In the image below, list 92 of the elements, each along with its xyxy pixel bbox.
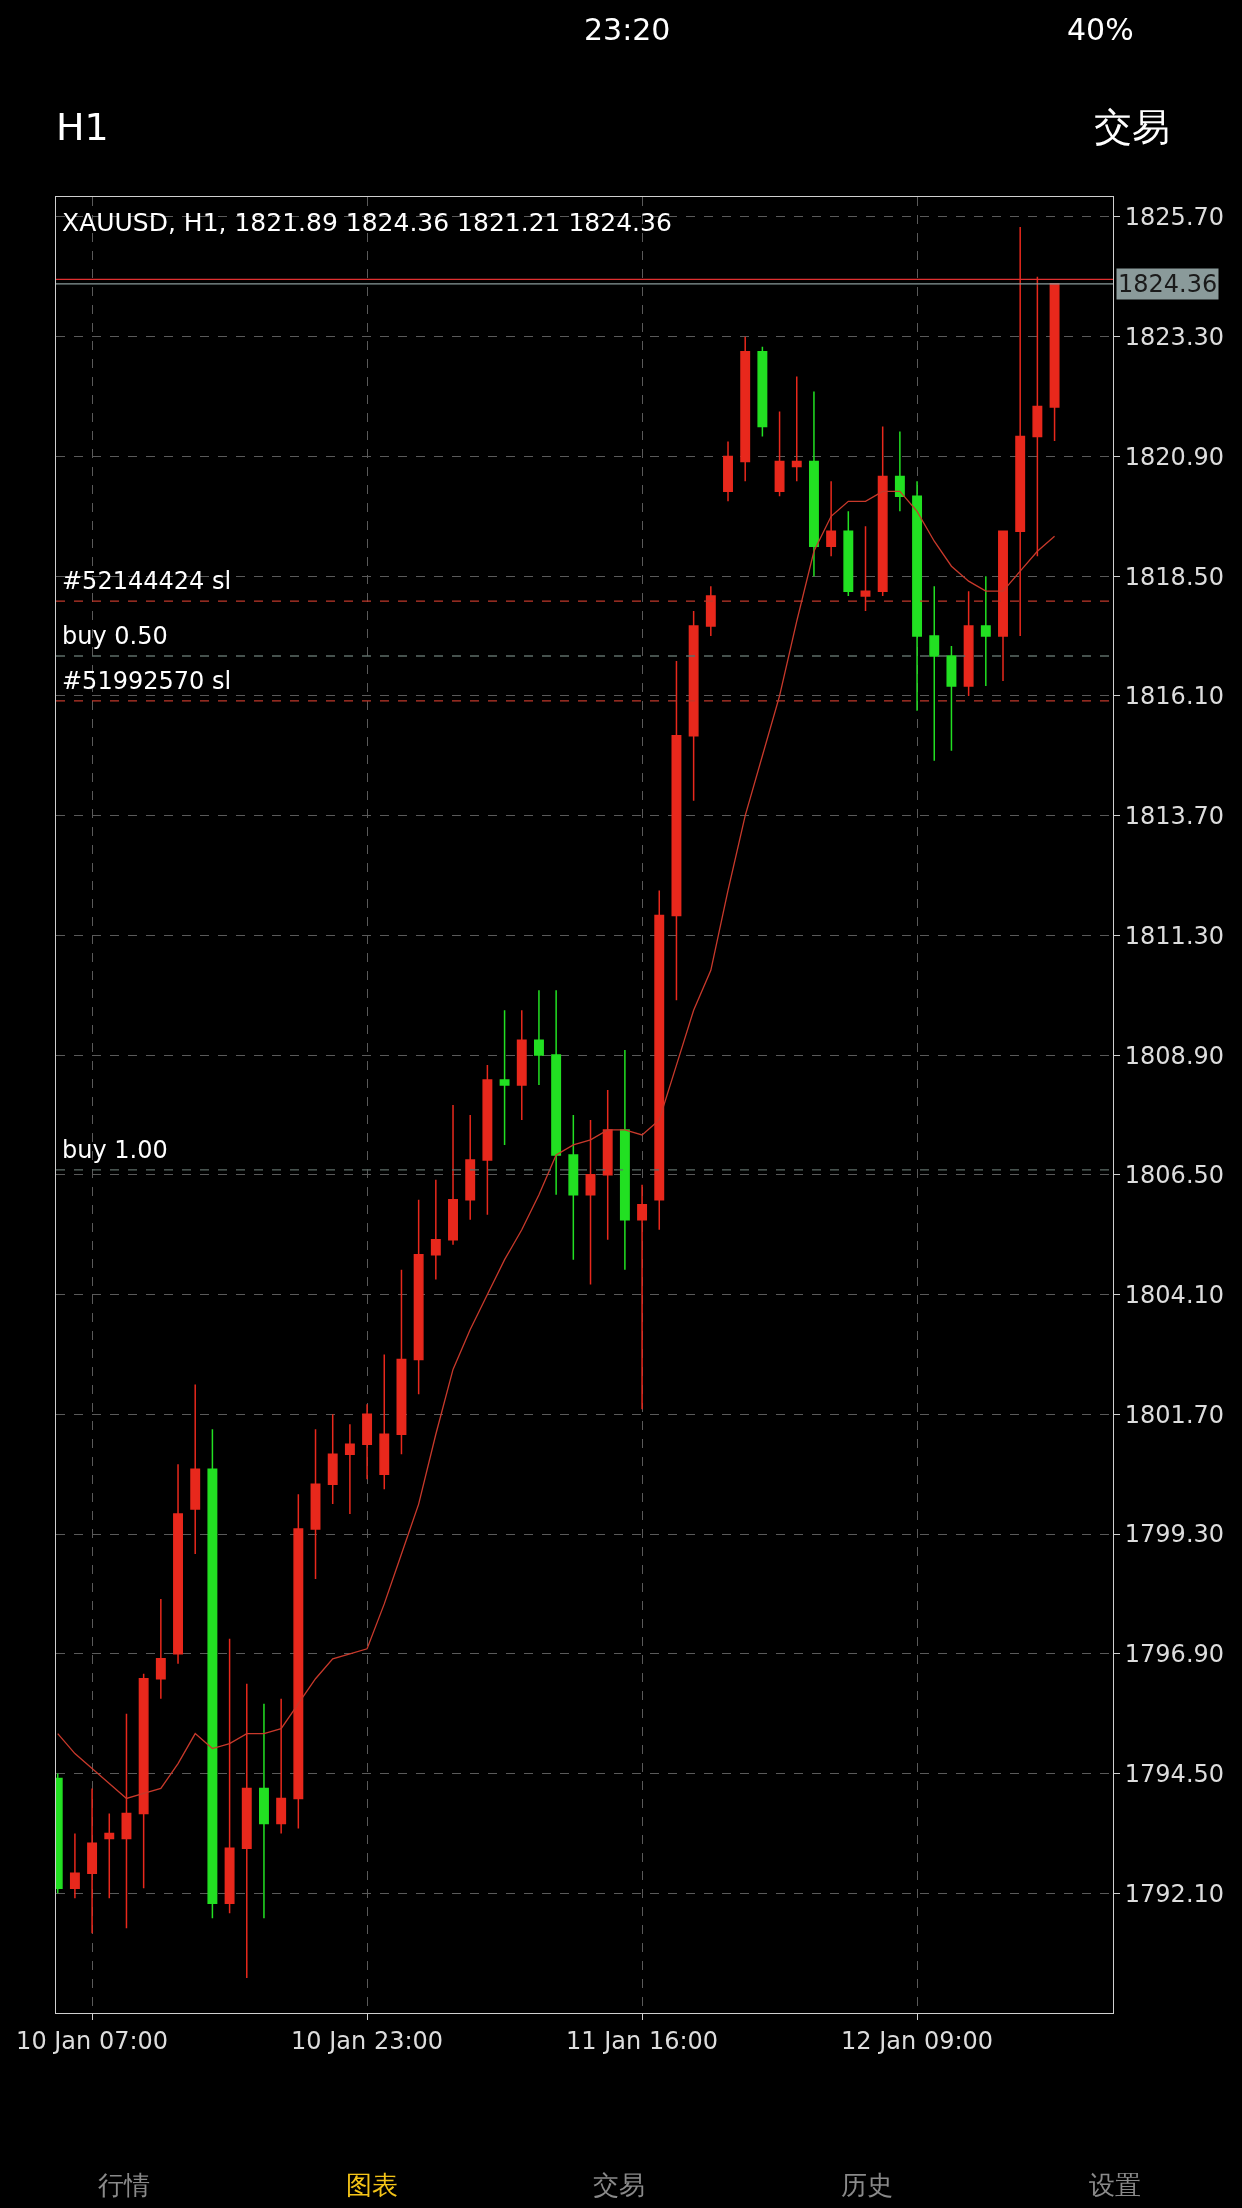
candlestick xyxy=(190,1383,201,1555)
text: 40% xyxy=(1067,12,1134,47)
x-tick-label: 12 Jan 09:00 xyxy=(841,2026,994,2055)
y-tick-label: 1796.90 xyxy=(1124,1640,1225,1669)
candlestick xyxy=(740,335,751,483)
candlestick xyxy=(482,1064,493,1216)
candlestick xyxy=(173,1463,183,1665)
candlestick xyxy=(843,510,854,597)
candlestick xyxy=(430,1179,441,1281)
candlestick xyxy=(224,1638,235,1914)
candlestick xyxy=(998,530,1008,682)
y-tick-label: 1811.30 xyxy=(1124,921,1225,950)
candlestick xyxy=(259,1702,269,1919)
candlestick xyxy=(980,575,991,687)
text: H1 xyxy=(56,105,109,149)
candlestick xyxy=(1015,226,1026,637)
candlestick xyxy=(396,1268,407,1455)
candlestick xyxy=(516,1009,527,1121)
candlestick xyxy=(946,645,957,752)
text: 23:20 xyxy=(584,12,671,47)
candlestick xyxy=(705,585,716,637)
candlestick xyxy=(602,1089,613,1241)
candlestick xyxy=(413,1199,424,1396)
text: 行情 xyxy=(98,2170,150,2200)
candlestick xyxy=(104,1812,115,1899)
text: 交易 xyxy=(593,2170,645,2200)
candlestick xyxy=(757,345,768,438)
candlestick xyxy=(963,590,974,697)
candlestick xyxy=(276,1697,287,1835)
candlestick xyxy=(465,1114,476,1221)
candlestick xyxy=(155,1598,166,1700)
candlestick xyxy=(87,1787,98,1934)
x-tick-label: 11 Jan 16:00 xyxy=(566,2026,719,2055)
text: 设置 xyxy=(1089,2170,1141,2200)
candlestick xyxy=(894,430,905,513)
candlestick xyxy=(912,480,923,712)
candlestick xyxy=(499,1009,510,1146)
candlestick xyxy=(241,1682,252,1979)
candlestick xyxy=(379,1353,390,1490)
candlestick xyxy=(929,585,940,762)
text: 交易 xyxy=(1094,105,1170,149)
candlestick xyxy=(723,440,733,503)
candlestick xyxy=(327,1413,338,1505)
y-tick-label: 1792.10 xyxy=(1124,1879,1225,1908)
candlestick xyxy=(310,1428,321,1580)
candlestick xyxy=(654,889,665,1231)
candlestick xyxy=(121,1712,132,1929)
y-tick-label: 1806.50 xyxy=(1124,1161,1225,1190)
candlestick xyxy=(448,1104,458,1246)
candlestick xyxy=(774,410,785,498)
ref-line-label: buy 0.50 xyxy=(62,622,168,650)
candlestick xyxy=(826,480,837,557)
ref-line-label: 1824.36 xyxy=(1118,270,1218,298)
text: XAUUSD, H1, 1821.89 1824.36 1821.21 1824.36 xyxy=(62,208,672,237)
candlestick xyxy=(619,1049,630,1271)
candlestick xyxy=(637,1184,648,1411)
candlestick xyxy=(671,660,682,1001)
ref-line-label: #52144424 sl xyxy=(62,567,232,595)
candlestick xyxy=(1032,276,1043,557)
candlestick xyxy=(568,1114,579,1261)
y-tick-label: 1799.30 xyxy=(1124,1520,1225,1549)
candlestick xyxy=(293,1493,304,1830)
text: 图表 xyxy=(346,2170,398,2200)
x-tick-label: 10 Jan 07:00 xyxy=(16,2026,169,2055)
candlestick xyxy=(808,390,819,577)
x-tick-label: 10 Jan 23:00 xyxy=(291,2026,444,2055)
ref-line-label: buy 1.00 xyxy=(62,1136,168,1164)
y-tick-label: 1823.30 xyxy=(1124,323,1225,352)
candlestick xyxy=(344,1423,355,1515)
candlestick xyxy=(207,1428,218,1919)
y-tick-label: 1804.10 xyxy=(1124,1280,1225,1309)
candlestick xyxy=(1049,283,1060,442)
candlestick xyxy=(533,989,544,1086)
text: 历史 xyxy=(841,2170,893,2200)
candlestick xyxy=(791,375,802,483)
candlestick xyxy=(69,1832,80,1899)
ref-line-label: #51992570 sl xyxy=(62,667,232,695)
candlestick xyxy=(138,1673,149,1890)
y-tick-label: 1818.50 xyxy=(1124,562,1225,591)
candlestick xyxy=(860,525,871,612)
y-tick-label: 1820.90 xyxy=(1124,442,1225,471)
y-tick-label: 1808.90 xyxy=(1124,1041,1225,1070)
y-tick-label: 1816.10 xyxy=(1124,682,1225,711)
candlestick xyxy=(688,610,699,802)
candlestick xyxy=(585,1119,596,1286)
y-tick-label: 1801.70 xyxy=(1124,1400,1225,1429)
y-tick-label: 1813.70 xyxy=(1124,802,1225,831)
candlestick xyxy=(362,1403,373,1480)
y-tick-label: 1825.70 xyxy=(1124,203,1225,232)
candlestick xyxy=(551,989,562,1196)
y-tick-label: 1794.50 xyxy=(1124,1759,1225,1788)
candlestick xyxy=(877,425,888,597)
